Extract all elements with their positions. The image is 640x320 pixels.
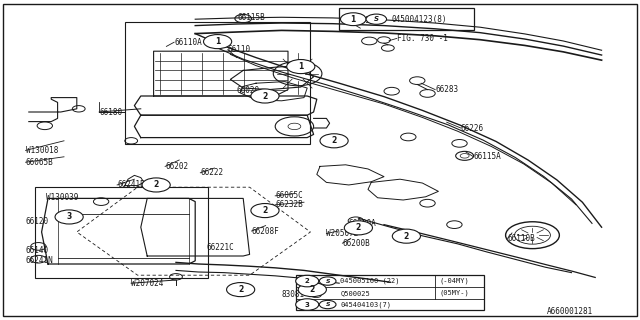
Text: W205072: W205072 <box>326 229 359 238</box>
Text: A660001281: A660001281 <box>547 308 593 316</box>
Circle shape <box>227 283 255 297</box>
Text: 66232B: 66232B <box>275 200 303 209</box>
Text: 3: 3 <box>305 301 310 308</box>
Text: S: S <box>374 16 379 22</box>
Text: 66115B: 66115B <box>237 13 265 22</box>
Circle shape <box>319 277 336 285</box>
Text: 2: 2 <box>262 92 268 100</box>
Text: 66200B: 66200B <box>342 239 370 248</box>
Text: 2: 2 <box>238 285 243 294</box>
Circle shape <box>142 178 170 192</box>
Circle shape <box>251 204 279 218</box>
Circle shape <box>204 35 232 49</box>
Text: W130018: W130018 <box>26 146 58 155</box>
Text: 66140: 66140 <box>26 246 49 255</box>
Circle shape <box>298 283 326 297</box>
Text: 66283: 66283 <box>435 85 458 94</box>
Circle shape <box>251 89 279 103</box>
Text: 2: 2 <box>305 278 310 284</box>
Circle shape <box>296 299 319 310</box>
Text: 66110: 66110 <box>228 45 251 54</box>
Text: 66120: 66120 <box>26 217 49 226</box>
Text: 1: 1 <box>298 62 303 71</box>
Circle shape <box>287 60 315 74</box>
Text: 66110B: 66110B <box>508 234 535 243</box>
Text: 66208F: 66208F <box>252 227 279 236</box>
Bar <box>296 275 484 310</box>
Bar <box>35 187 208 278</box>
Text: 66020: 66020 <box>237 86 260 95</box>
Circle shape <box>344 221 372 235</box>
Text: 66222: 66222 <box>200 168 223 177</box>
Circle shape <box>296 275 319 287</box>
Text: 045404103(7): 045404103(7) <box>340 301 392 308</box>
Text: Q500025: Q500025 <box>340 290 370 296</box>
Text: 66180: 66180 <box>99 108 122 116</box>
Text: 66241B: 66241B <box>117 180 145 189</box>
Circle shape <box>340 13 366 26</box>
Text: 66110A: 66110A <box>174 38 202 47</box>
Text: 045005160 (22): 045005160 (22) <box>340 278 400 284</box>
Text: FIG. 730 -1: FIG. 730 -1 <box>397 34 447 43</box>
Text: 66226: 66226 <box>461 124 484 132</box>
Circle shape <box>319 300 336 309</box>
Bar <box>125 22 310 144</box>
Text: 66202: 66202 <box>165 162 188 171</box>
Text: 66115A: 66115A <box>474 152 501 161</box>
Circle shape <box>392 229 420 243</box>
Text: 3: 3 <box>67 212 72 221</box>
Text: 66221C: 66221C <box>206 243 234 252</box>
Text: S: S <box>325 279 330 284</box>
Text: 2: 2 <box>262 206 268 215</box>
Text: 2: 2 <box>310 285 315 294</box>
Text: W130039: W130039 <box>46 193 79 202</box>
Text: 66065C: 66065C <box>275 191 303 200</box>
Text: 2: 2 <box>154 180 159 189</box>
Text: S: S <box>325 302 330 307</box>
Text: 045004123(8): 045004123(8) <box>392 15 447 24</box>
Text: 66200A: 66200A <box>349 220 376 228</box>
Text: 1: 1 <box>351 15 356 24</box>
Circle shape <box>55 210 83 224</box>
Text: 66241N: 66241N <box>26 256 53 265</box>
Text: 83081: 83081 <box>282 290 305 299</box>
Text: 2: 2 <box>332 136 337 145</box>
Bar <box>339 8 474 30</box>
Circle shape <box>366 14 387 24</box>
Text: 2: 2 <box>356 223 361 232</box>
Text: 1: 1 <box>215 37 220 46</box>
Text: 2: 2 <box>404 232 409 241</box>
Text: (05MY-): (05MY-) <box>439 290 469 296</box>
Text: W207024: W207024 <box>131 279 164 288</box>
Text: 66065B: 66065B <box>26 158 53 167</box>
Text: 66115: 66115 <box>348 16 371 25</box>
Circle shape <box>320 134 348 148</box>
Text: (-04MY): (-04MY) <box>439 278 469 284</box>
